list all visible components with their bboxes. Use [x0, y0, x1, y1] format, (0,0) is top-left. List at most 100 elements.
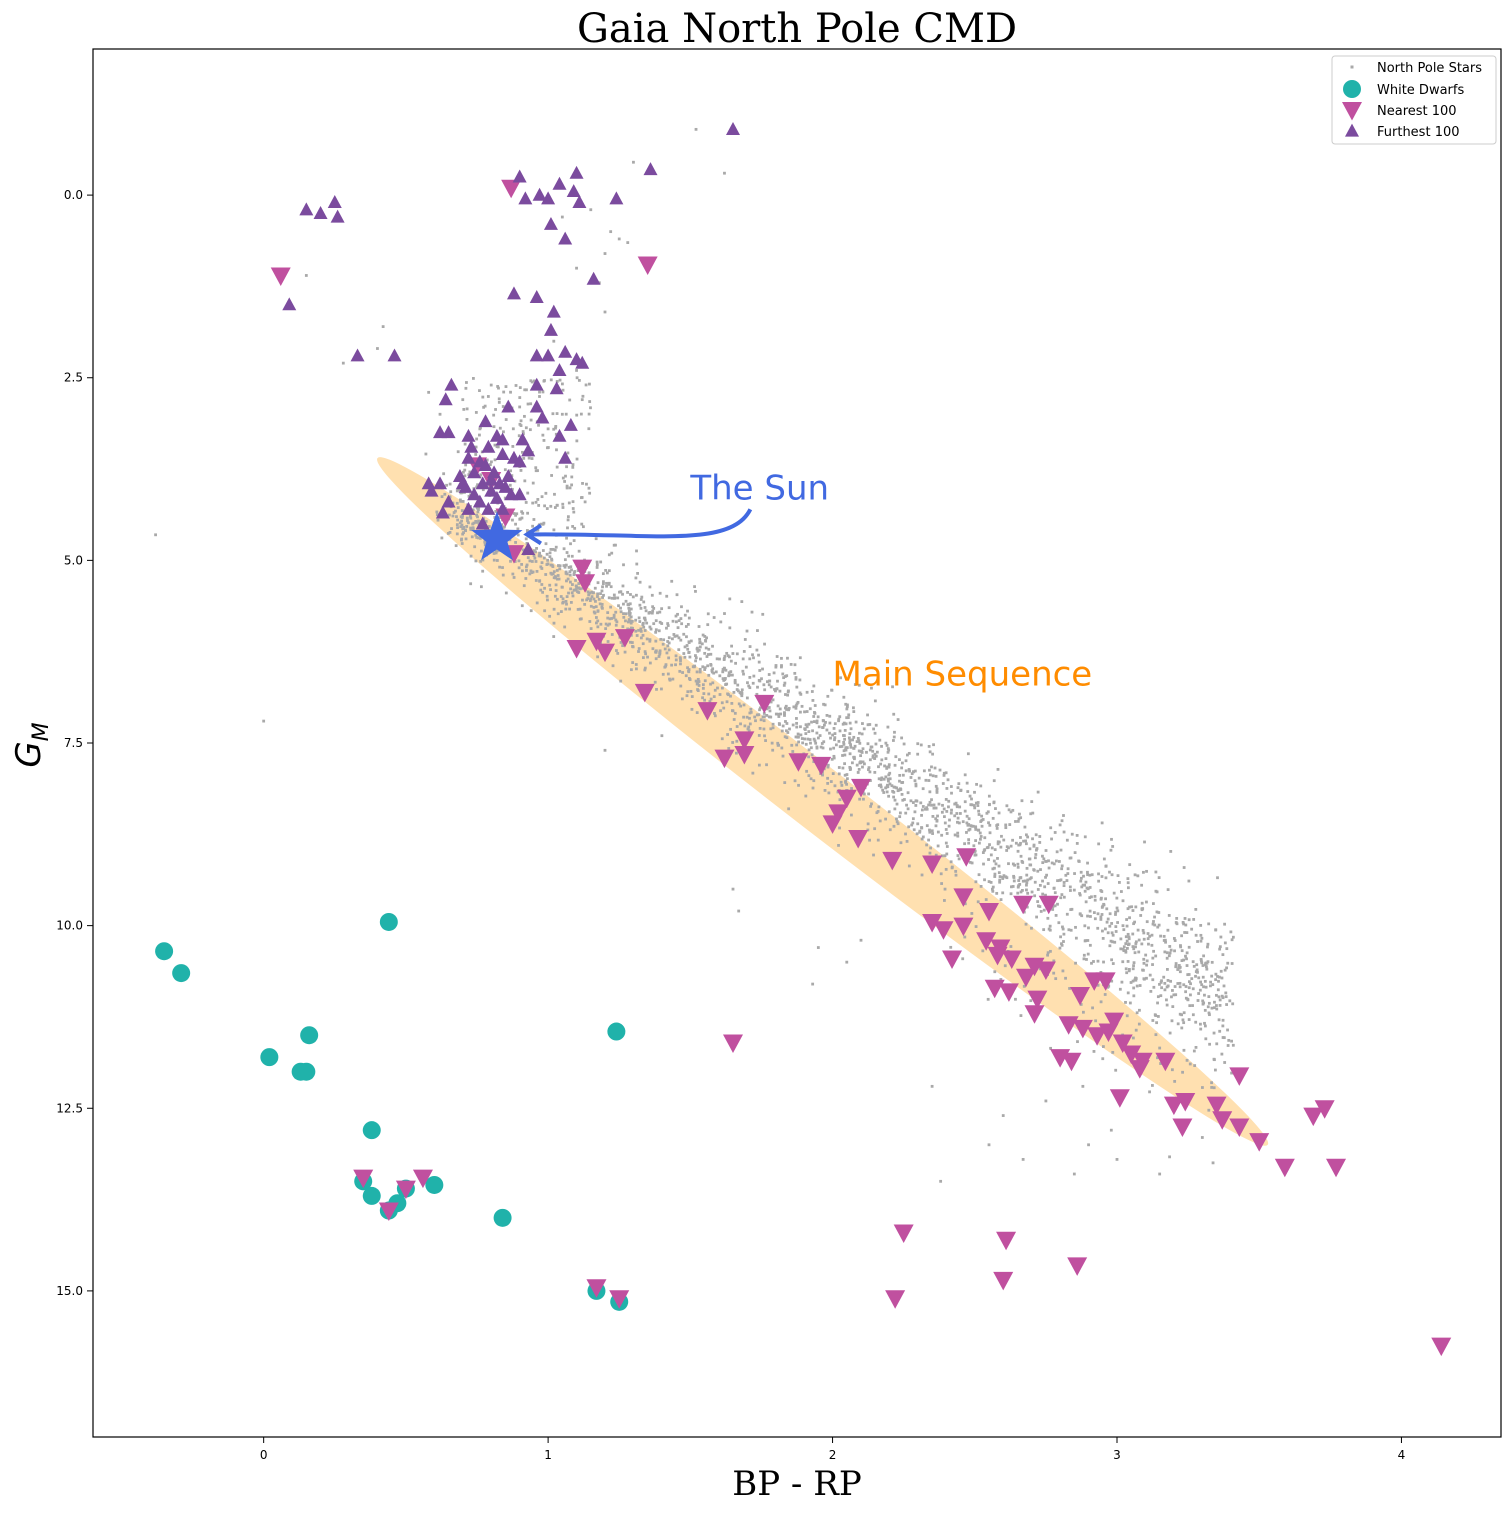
north-pole-star-point [860, 732, 864, 736]
north-pole-star-point [920, 808, 924, 812]
north-pole-star-point [866, 723, 870, 727]
north-pole-star-point [716, 686, 719, 690]
north-pole-star-point [988, 843, 991, 847]
north-pole-star-point [694, 659, 698, 663]
north-pole-star-point [1163, 981, 1167, 985]
north-pole-star-point [554, 575, 557, 578]
north-pole-star-point [1125, 939, 1129, 943]
north-pole-star-point [945, 832, 949, 835]
north-pole-star-point [816, 736, 820, 740]
north-pole-star-point [1124, 935, 1128, 939]
north-pole-star-point [1134, 942, 1138, 945]
north-pole-star-point [528, 428, 532, 432]
north-pole-star-point [661, 642, 665, 646]
north-pole-star-point [808, 738, 812, 741]
north-pole-star-point [1148, 934, 1152, 938]
north-pole-star-point [520, 510, 524, 514]
north-pole-star-point [1021, 889, 1024, 892]
white-dwarf-point [362, 1121, 381, 1140]
north-pole-star-point [1110, 873, 1114, 877]
north-pole-star-point [1231, 1002, 1235, 1006]
north-pole-star-point [687, 616, 691, 620]
north-pole-star-point [565, 572, 569, 576]
north-pole-star-point [883, 764, 886, 768]
north-pole-star-point [884, 786, 888, 790]
north-pole-star-point [1126, 881, 1130, 885]
north-pole-star-point [859, 938, 863, 942]
north-pole-star-point [542, 521, 546, 525]
north-pole-star-point [1132, 961, 1136, 965]
north-pole-star-point [729, 727, 732, 731]
north-pole-star-point [451, 514, 455, 518]
north-pole-star-point [944, 771, 948, 775]
north-pole-star-point [1128, 1001, 1132, 1005]
nearest-100-point [942, 950, 963, 970]
north-pole-star-point [724, 683, 727, 686]
north-pole-star-point [729, 659, 733, 663]
north-pole-star-point [555, 380, 559, 383]
north-pole-star-point [1228, 999, 1232, 1003]
north-pole-star-point [658, 620, 662, 624]
north-pole-star-point [590, 590, 594, 594]
north-pole-star-point [626, 627, 630, 631]
north-pole-star-point [892, 739, 895, 742]
north-pole-star-point [596, 619, 600, 623]
north-pole-star-point [686, 666, 689, 670]
north-pole-star-point [776, 679, 779, 683]
north-pole-star-point [1126, 907, 1130, 911]
north-pole-star-point [583, 603, 587, 606]
north-pole-star-point [487, 525, 491, 528]
north-pole-star-point [833, 722, 837, 726]
north-pole-star-point [1035, 847, 1039, 850]
north-pole-star-point [770, 741, 774, 745]
north-pole-star-point [1200, 983, 1204, 987]
north-pole-star-point [683, 613, 687, 617]
nearest-100-point [976, 932, 997, 951]
north-pole-star-point [568, 570, 572, 574]
north-pole-star-point [595, 621, 598, 625]
north-pole-star-point [788, 727, 791, 731]
north-pole-star-point [1096, 912, 1100, 916]
north-pole-star-point [958, 812, 962, 815]
north-pole-star-point [852, 735, 856, 739]
north-pole-star-point [687, 651, 691, 655]
north-pole-star-point [1048, 928, 1052, 932]
north-pole-star-point [1215, 993, 1218, 997]
north-pole-star-point [929, 846, 933, 850]
north-pole-star-point [635, 634, 639, 637]
north-pole-star-point [571, 465, 575, 469]
north-pole-star-point [723, 171, 726, 175]
north-pole-star-point [981, 949, 985, 953]
north-pole-star-point [1187, 945, 1191, 949]
north-pole-star-point [1154, 1014, 1158, 1017]
north-pole-star-point [588, 491, 592, 495]
north-pole-star-point [566, 526, 569, 530]
north-pole-star-point [1115, 1158, 1119, 1161]
furthest-100-point [481, 439, 496, 453]
north-pole-star-point [873, 731, 877, 735]
north-pole-star-point [842, 742, 846, 746]
north-pole-star-point [896, 718, 900, 721]
north-pole-star-point [800, 704, 804, 708]
north-pole-star-point [622, 612, 625, 616]
north-pole-star-point [851, 738, 854, 742]
north-pole-star-point [947, 805, 950, 809]
north-pole-star-point [929, 773, 932, 777]
north-pole-star-point [532, 518, 536, 521]
north-pole-star-point [1034, 853, 1038, 856]
north-pole-star-point [448, 531, 452, 534]
north-pole-star-point [1141, 928, 1145, 932]
north-pole-star-point [1088, 909, 1092, 913]
north-pole-star-point [904, 769, 908, 773]
furthest-100-point [558, 344, 573, 358]
north-pole-star-point [464, 386, 468, 390]
nearest-100-point [1070, 987, 1091, 1006]
north-pole-star-point [1207, 922, 1211, 926]
north-pole-star-point [481, 569, 485, 573]
north-pole-star-point [902, 742, 906, 746]
north-pole-star-point [1092, 960, 1095, 963]
north-pole-star-point [600, 606, 604, 610]
north-pole-star-point [837, 717, 841, 721]
north-pole-star-point [956, 831, 960, 835]
